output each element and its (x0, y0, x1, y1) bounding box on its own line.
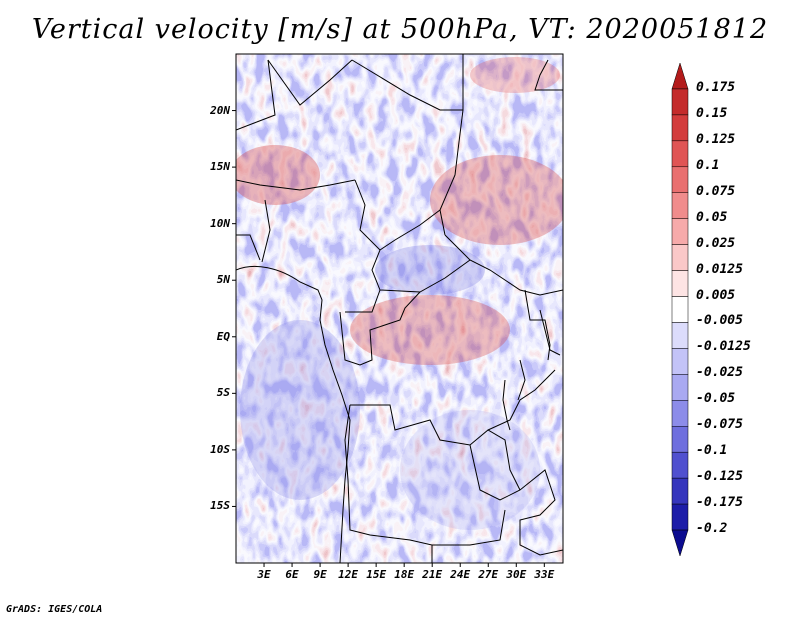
colorbar-bin (671, 244, 689, 271)
lon-label: 15E (366, 568, 387, 581)
colorbar-level-label: 0.125 (696, 131, 736, 147)
lat-label: 10N (210, 216, 230, 230)
colorbar-level-label: -0.1 (696, 443, 728, 459)
colorbar-bin (671, 529, 689, 557)
colorbar-level-label: 0.15 (696, 105, 728, 121)
colorbar-level-label: 0.175 (696, 79, 736, 95)
colorbar-bin (671, 62, 689, 90)
lon-label: 9E (313, 568, 327, 581)
lon-label: 30E (506, 568, 527, 581)
colorbar-level-label: -0.2 (696, 521, 728, 537)
lat-label: 15S (210, 499, 230, 513)
colorbar-level-label: -0.175 (696, 495, 743, 511)
colorbar-level-label: -0.025 (696, 365, 743, 381)
lat-label: 10S (210, 442, 230, 456)
grads-credit: GrADS: IGES/COLA (6, 604, 103, 615)
colorbar-bin (671, 400, 689, 427)
lat-label: 5N (216, 273, 230, 287)
lat-label: EQ (216, 329, 230, 343)
colorbar-level-label: 0.025 (696, 235, 736, 251)
lon-label: 18E (394, 568, 415, 581)
lon-label: 33E (534, 568, 555, 581)
colorbar-bin (671, 114, 689, 142)
colorbar-bin (671, 503, 689, 531)
colorbar-bin (671, 192, 689, 219)
colorbar-bin (671, 140, 689, 168)
colorbar-bin (671, 348, 689, 375)
lon-label: 12E (338, 568, 359, 581)
colorbar-bin (671, 322, 689, 349)
colorbar-bin (671, 374, 689, 401)
colorbar-bin (671, 218, 689, 245)
lat-label: 20N (210, 103, 230, 117)
colorbar-bin (671, 477, 689, 505)
colorbar-level-label: 0.0125 (696, 261, 743, 277)
lon-label: 27E (478, 568, 499, 581)
colorbar-bin (671, 88, 689, 116)
colorbar-bin (671, 426, 689, 453)
plot-frame (235, 53, 564, 564)
lon-label: 21E (422, 568, 443, 581)
colorbar-level-label: -0.075 (696, 417, 743, 433)
axis-ticks (232, 110, 545, 567)
colorbar-level-label: -0.05 (696, 391, 736, 407)
lon-label: 24E (450, 568, 471, 581)
colorbar-bin (671, 166, 689, 193)
map-title: Vertical velocity [m/s] at 500hPa, VT: 2… (31, 14, 769, 45)
colorbar-level-label: -0.005 (696, 313, 743, 329)
country-borders (236, 54, 563, 563)
colorbar-level-label: -0.0125 (696, 339, 751, 355)
colorbar-level-label: 0.1 (696, 157, 720, 173)
lat-label: 5S (216, 386, 230, 400)
vertical-velocity-field (236, 54, 563, 563)
colorbar-bin (671, 451, 689, 479)
colorbar-level-label: 0.075 (696, 183, 736, 199)
colorbar-bin (671, 270, 689, 297)
colorbar-level-label: 0.05 (696, 209, 728, 225)
colorbar-bin (671, 296, 689, 323)
lon-label: 6E (285, 568, 299, 581)
colorbar-level-label: -0.125 (696, 469, 743, 485)
colorbar-level-label: 0.005 (696, 287, 736, 303)
lat-label: 15N (210, 160, 230, 174)
lon-label: 3E (257, 568, 271, 581)
colorbar (671, 62, 689, 557)
